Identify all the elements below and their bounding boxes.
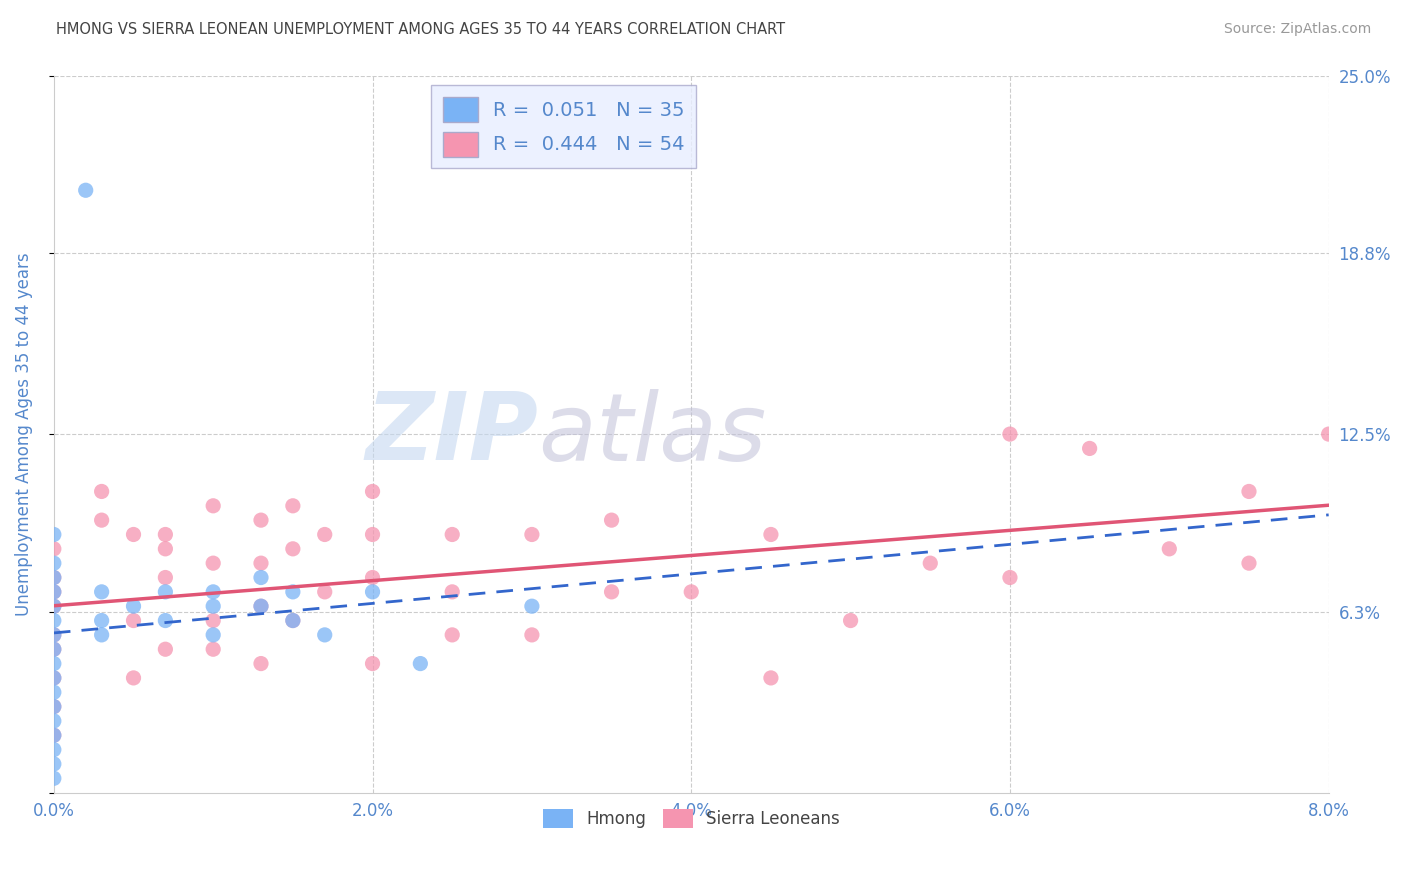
Point xyxy=(42,599,65,614)
Point xyxy=(409,657,432,671)
Point xyxy=(75,183,97,197)
Point xyxy=(361,657,384,671)
Point xyxy=(42,671,65,685)
Point xyxy=(314,628,336,642)
Point xyxy=(155,527,177,541)
Point xyxy=(155,614,177,628)
Point xyxy=(361,585,384,599)
Point xyxy=(90,628,112,642)
Point xyxy=(42,728,65,742)
Point xyxy=(202,642,225,657)
Point xyxy=(250,657,273,671)
Point xyxy=(759,527,782,541)
Point xyxy=(42,685,65,699)
Point xyxy=(42,614,65,628)
Point xyxy=(600,513,623,527)
Point xyxy=(998,427,1021,442)
Point xyxy=(281,541,304,556)
Point xyxy=(281,614,304,628)
Point xyxy=(42,728,65,742)
Legend: Hmong, Sierra Leoneans: Hmong, Sierra Leoneans xyxy=(536,802,846,835)
Point xyxy=(361,570,384,584)
Point xyxy=(998,570,1021,584)
Point xyxy=(1159,541,1181,556)
Point xyxy=(90,513,112,527)
Point xyxy=(42,671,65,685)
Point xyxy=(520,527,543,541)
Point xyxy=(42,742,65,756)
Point xyxy=(122,599,145,614)
Point xyxy=(1237,484,1260,499)
Point xyxy=(1078,442,1101,456)
Point xyxy=(920,556,942,570)
Point xyxy=(314,527,336,541)
Point xyxy=(250,570,273,584)
Point xyxy=(122,527,145,541)
Point xyxy=(122,671,145,685)
Point xyxy=(42,527,65,541)
Point xyxy=(42,599,65,614)
Point xyxy=(681,585,703,599)
Point xyxy=(155,642,177,657)
Point xyxy=(42,642,65,657)
Point xyxy=(600,585,623,599)
Point xyxy=(155,570,177,584)
Text: ZIP: ZIP xyxy=(366,388,538,480)
Point xyxy=(1237,556,1260,570)
Point xyxy=(42,699,65,714)
Point xyxy=(202,585,225,599)
Point xyxy=(42,585,65,599)
Point xyxy=(250,599,273,614)
Point xyxy=(42,657,65,671)
Point xyxy=(90,614,112,628)
Point xyxy=(42,541,65,556)
Point xyxy=(42,556,65,570)
Point xyxy=(441,585,464,599)
Point xyxy=(42,756,65,771)
Point xyxy=(202,499,225,513)
Point xyxy=(155,541,177,556)
Point xyxy=(839,614,862,628)
Point xyxy=(42,628,65,642)
Point xyxy=(202,614,225,628)
Point xyxy=(441,628,464,642)
Point xyxy=(42,585,65,599)
Point xyxy=(759,671,782,685)
Text: atlas: atlas xyxy=(538,389,766,480)
Point xyxy=(202,556,225,570)
Text: HMONG VS SIERRA LEONEAN UNEMPLOYMENT AMONG AGES 35 TO 44 YEARS CORRELATION CHART: HMONG VS SIERRA LEONEAN UNEMPLOYMENT AMO… xyxy=(56,22,786,37)
Point xyxy=(361,484,384,499)
Point xyxy=(90,585,112,599)
Point xyxy=(314,585,336,599)
Point xyxy=(202,628,225,642)
Text: Source: ZipAtlas.com: Source: ZipAtlas.com xyxy=(1223,22,1371,37)
Point xyxy=(250,513,273,527)
Point xyxy=(42,628,65,642)
Point xyxy=(42,570,65,584)
Point xyxy=(42,570,65,584)
Point xyxy=(122,614,145,628)
Point xyxy=(441,527,464,541)
Point xyxy=(155,585,177,599)
Point xyxy=(42,714,65,728)
Point xyxy=(281,585,304,599)
Point xyxy=(42,699,65,714)
Point xyxy=(202,599,225,614)
Point xyxy=(520,628,543,642)
Point xyxy=(520,599,543,614)
Point xyxy=(42,772,65,786)
Point xyxy=(250,556,273,570)
Point xyxy=(90,484,112,499)
Point xyxy=(361,527,384,541)
Point xyxy=(281,499,304,513)
Point xyxy=(281,614,304,628)
Point xyxy=(250,599,273,614)
Point xyxy=(1317,427,1340,442)
Y-axis label: Unemployment Among Ages 35 to 44 years: Unemployment Among Ages 35 to 44 years xyxy=(15,252,32,615)
Point xyxy=(42,642,65,657)
